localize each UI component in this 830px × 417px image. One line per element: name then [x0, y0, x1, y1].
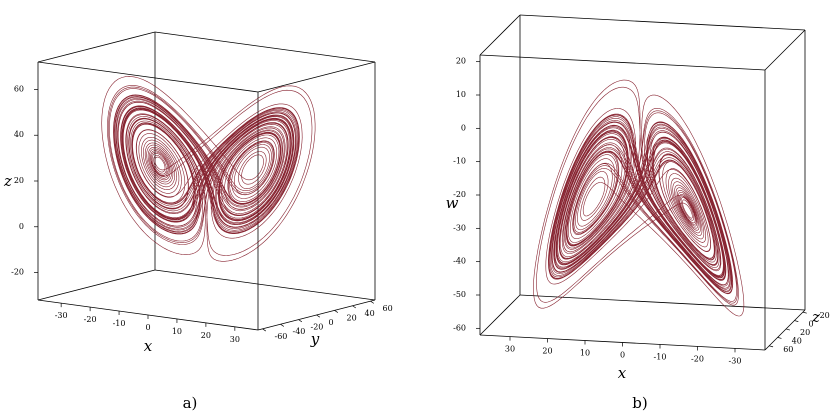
tick-label: -40 [453, 257, 466, 266]
tick-label: -60 [275, 332, 288, 341]
tick-label: 40 [792, 336, 802, 345]
tick-mark [316, 314, 321, 318]
tick-mark [298, 319, 303, 323]
tick-label: -50 [453, 290, 466, 299]
tick-mark [334, 310, 339, 313]
tick-label: -10 [453, 157, 466, 166]
box-edge [764, 309, 806, 351]
tick-label: 10 [456, 90, 466, 99]
tick-label: 0 [19, 222, 24, 231]
tick-label: 0 [329, 318, 334, 327]
tick-label: 60 [783, 345, 793, 354]
tick-label: 20 [347, 313, 357, 322]
box-edge [37, 31, 156, 63]
box-edge [519, 294, 806, 311]
tick-label: -20 [453, 190, 466, 199]
trajectory [101, 76, 316, 262]
tick-label: 10 [172, 327, 182, 336]
box-edge [37, 269, 156, 301]
tick-label: 20 [201, 331, 211, 340]
tick-label: -20 [84, 315, 97, 324]
tick-label: 40 [14, 130, 24, 139]
tick-label: -10 [654, 352, 667, 361]
tick-label: 30 [505, 345, 515, 354]
tick-label: 30 [230, 335, 240, 344]
axis-label: x [144, 337, 153, 355]
axis-label: z [3, 172, 12, 190]
axis-label: y [310, 330, 320, 348]
tick-label: -10 [113, 319, 126, 328]
tick-label: -30 [453, 223, 466, 232]
tick-mark [777, 337, 782, 339]
tick-label: -30 [55, 311, 68, 320]
box-edge [154, 31, 376, 63]
tick-label: 60 [383, 304, 393, 313]
tick-mark [352, 305, 357, 309]
box-edge [764, 29, 806, 71]
axis-label: x [618, 364, 627, 382]
tick-label: 10 [580, 349, 590, 358]
box-edge [257, 61, 376, 93]
tick-mark [785, 328, 790, 331]
tick-label: 20 [456, 57, 466, 66]
tick-label: -40 [293, 327, 306, 336]
tick-label: 0 [808, 320, 813, 329]
trajectory [533, 79, 745, 317]
tick-label: 0 [145, 323, 150, 332]
tick-mark [802, 311, 807, 314]
box-edge [154, 269, 376, 301]
tick-label: 40 [365, 309, 375, 318]
tick-mark [370, 300, 375, 304]
tick-mark [794, 320, 799, 322]
tick-label: 20 [14, 176, 24, 185]
tick-label: -20 [817, 311, 830, 320]
tick-mark [262, 328, 267, 332]
tick-label: 0 [620, 351, 625, 360]
axis-label: w [446, 194, 459, 212]
tick-label: 20 [542, 347, 552, 356]
axis-label: z [811, 308, 820, 326]
box-edge [479, 54, 766, 71]
box-edge [479, 294, 521, 336]
tick-label: -20 [311, 323, 324, 332]
tick-label: -20 [691, 354, 704, 363]
tick-label: 0 [461, 123, 466, 132]
box-edge [519, 14, 806, 31]
tick-label: -60 [453, 323, 466, 332]
tick-mark [280, 323, 285, 327]
box-edge [479, 14, 521, 56]
box-edge [37, 61, 259, 93]
tick-mark [769, 345, 774, 348]
tick-label: -30 [729, 356, 742, 365]
caption: a) [183, 394, 198, 412]
caption: b) [632, 394, 647, 412]
tick-label: -20 [11, 268, 24, 277]
tick-label: 60 [14, 84, 24, 93]
tick-label: 20 [800, 328, 810, 337]
